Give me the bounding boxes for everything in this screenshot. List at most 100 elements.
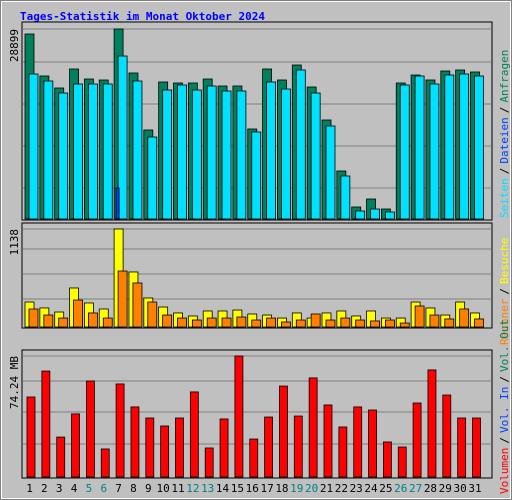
bar <box>459 73 470 220</box>
bar <box>160 425 170 478</box>
bar <box>86 380 95 478</box>
x-tick-label: 15 <box>231 482 244 495</box>
bar <box>28 308 39 328</box>
bar <box>340 175 351 220</box>
legend-entry: Rechner <box>498 298 511 345</box>
bar <box>73 83 83 220</box>
legend-separator: / <box>498 168 511 175</box>
bar <box>58 92 69 220</box>
bar <box>384 319 395 328</box>
bar <box>444 318 455 328</box>
y-tick-label: 74.24 MB <box>8 356 21 409</box>
bar <box>234 355 244 478</box>
bar <box>249 438 259 478</box>
x-tick-label: 28 <box>424 482 437 495</box>
legend-entry: Dateien <box>498 117 511 163</box>
bar <box>427 369 437 478</box>
bar <box>397 446 407 478</box>
bar <box>102 317 113 328</box>
bar <box>442 394 452 478</box>
bar <box>26 396 36 478</box>
bar <box>43 314 54 328</box>
legend: Rechner / Besuche <box>498 238 511 345</box>
bar <box>325 319 336 328</box>
x-tick-label: 24 <box>364 482 378 495</box>
legend-entry: Vol. Out <box>498 319 511 372</box>
x-tick-label: 1 <box>26 482 33 495</box>
bar <box>399 84 410 220</box>
legend-separator: / <box>498 288 511 295</box>
bar <box>219 418 229 478</box>
legend-entry: Seiten <box>498 178 511 218</box>
bar <box>88 312 98 328</box>
x-tick-label: 2 <box>41 482 48 495</box>
legend: Volumen / Vol. In / Vol. Out <box>498 319 511 494</box>
bar <box>295 69 306 220</box>
bar <box>102 83 113 220</box>
bar <box>191 89 202 220</box>
bar <box>132 80 143 220</box>
bar <box>115 187 120 220</box>
bar <box>191 319 202 328</box>
legend-entry: Volumen <box>498 448 511 494</box>
bar <box>28 73 39 220</box>
legend-entry: Besuche <box>498 238 511 284</box>
bar <box>444 74 455 220</box>
bar <box>145 417 155 478</box>
x-tick-label: 22 <box>335 482 348 495</box>
x-tick-label: 7 <box>115 482 122 495</box>
x-tick-label: 29 <box>439 482 452 495</box>
bar <box>266 317 277 328</box>
x-tick-label: 21 <box>320 482 333 495</box>
bar <box>147 136 158 220</box>
x-tick-label: 6 <box>100 482 107 495</box>
bar <box>340 317 351 328</box>
x-tick-label: 9 <box>145 482 152 495</box>
bar <box>370 320 380 328</box>
bar <box>236 90 247 220</box>
bar <box>162 89 173 220</box>
x-tick-label: 4 <box>71 482 78 495</box>
bar <box>414 305 425 328</box>
bar <box>368 409 377 478</box>
legend-entry: Vol. In <box>498 387 511 433</box>
chart-title: Tages-Statistik im Monat Oktober 2024 <box>20 10 265 23</box>
bar <box>382 441 392 478</box>
bar <box>221 90 232 220</box>
x-tick-label: 17 <box>260 482 273 495</box>
bar <box>117 55 128 220</box>
bar <box>251 319 262 328</box>
x-tick-label: 8 <box>130 482 137 495</box>
bar <box>310 313 321 328</box>
bar <box>100 448 110 478</box>
bar <box>355 210 366 220</box>
x-tick-label: 20 <box>305 482 318 495</box>
bar <box>310 92 321 220</box>
x-tick-label: 26 <box>394 482 407 495</box>
y-tick-label: 28899 <box>8 29 21 62</box>
legend-entry: Anfragen <box>498 50 511 103</box>
legend-separator: / <box>498 376 511 383</box>
bar <box>56 436 66 478</box>
bar <box>204 447 214 478</box>
legend-separator: / <box>498 107 511 114</box>
x-tick-label: 3 <box>56 482 63 495</box>
bar <box>71 413 80 478</box>
bar <box>132 282 143 328</box>
bar <box>293 415 303 478</box>
bar <box>323 404 333 478</box>
bar <box>472 417 481 478</box>
bar <box>474 318 484 328</box>
bar <box>264 416 274 478</box>
bar <box>206 317 217 328</box>
bar <box>189 391 199 478</box>
bar <box>429 314 440 328</box>
bar <box>281 321 291 328</box>
bar <box>88 83 98 220</box>
x-tick-label: 27 <box>409 482 422 495</box>
bar <box>295 319 306 328</box>
x-tick-label: 12 <box>186 482 199 495</box>
y-tick-label: 1138 <box>8 229 21 256</box>
